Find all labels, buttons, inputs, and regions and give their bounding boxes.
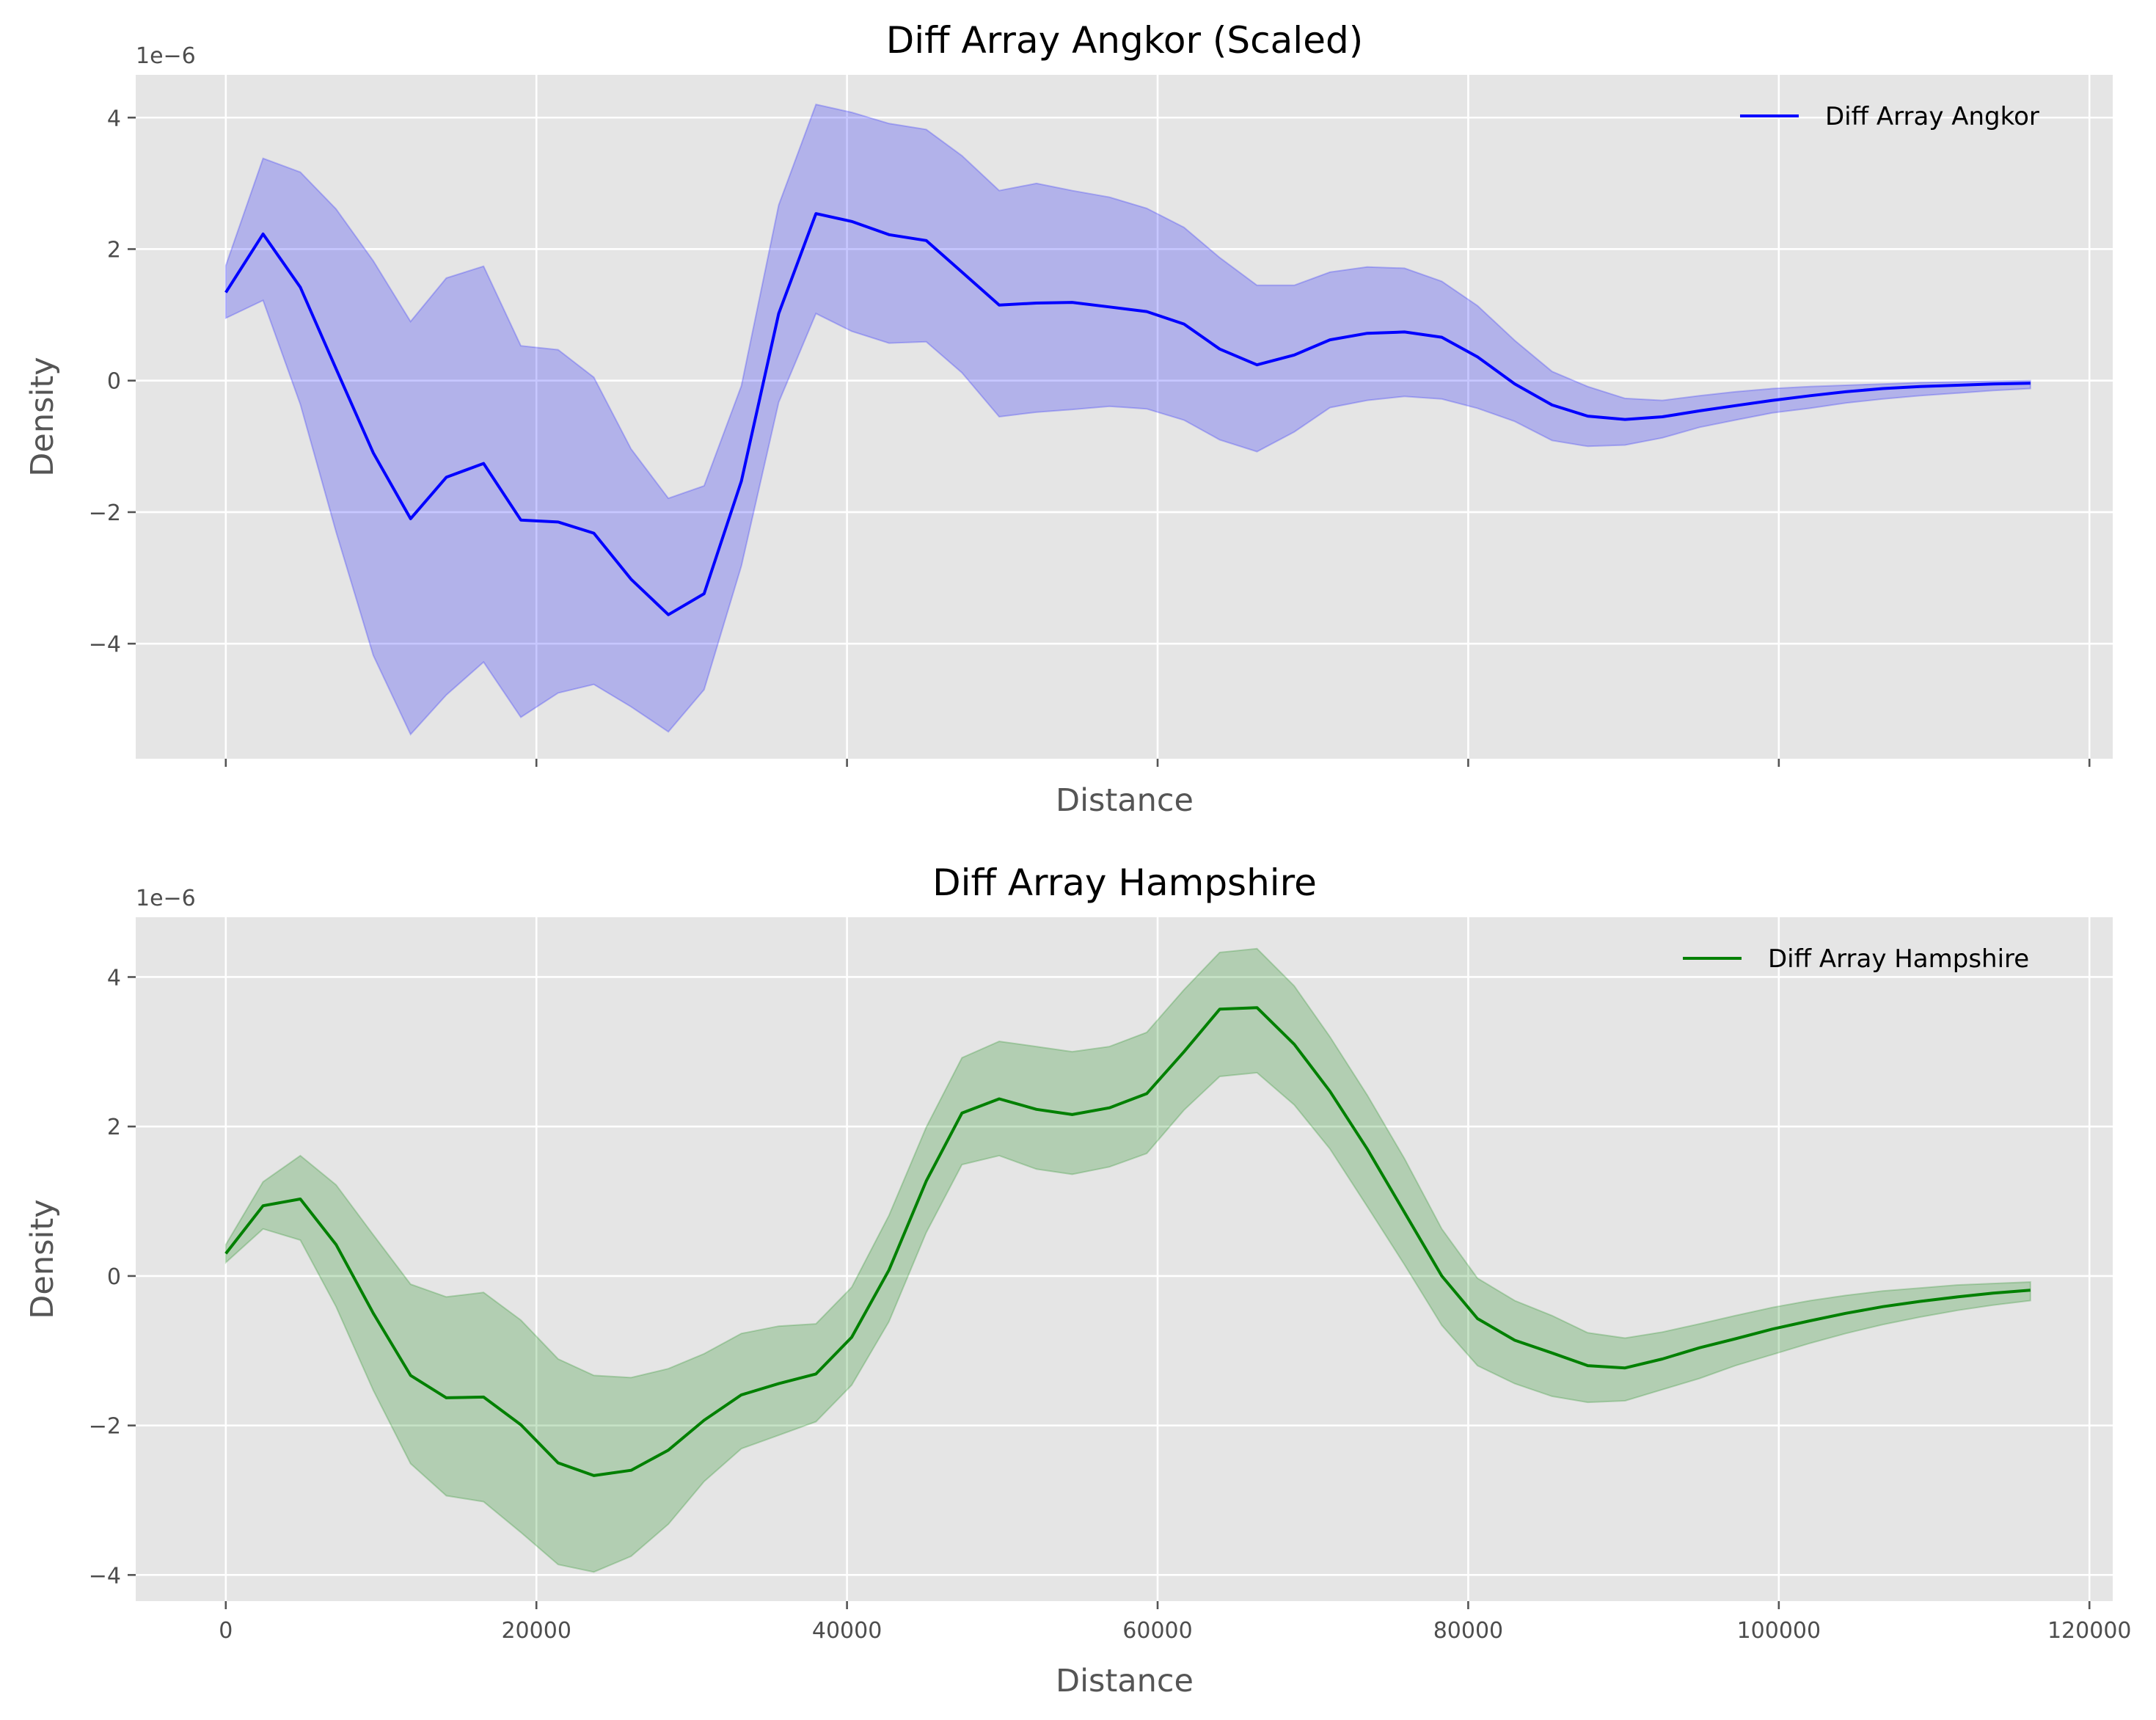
hampshire-x-tick-label: 80000 [1433,1618,1503,1644]
angkor-y-tick-label: −2 [89,500,121,526]
hampshire-x-tick-label: 60000 [1122,1618,1192,1644]
angkor-y-tick-label: 0 [107,369,121,395]
hampshire-x-tick-label: 120000 [2047,1618,2132,1644]
hampshire-y-offset: 1e−6 [136,886,196,911]
hampshire-xlabel: Distance [1056,1663,1194,1699]
hampshire-line-layer [224,1006,2031,1477]
hampshire-x-tick-label: 40000 [812,1618,882,1644]
hampshire-x-tick-label: 100000 [1737,1618,1821,1644]
hampshire-legend: Diff Array Hampshire [1683,944,2029,974]
hampshire-plot-area [136,917,2113,1601]
hampshire-x-tick-label: 0 [219,1618,233,1644]
hampshire-confidence-band [224,947,2031,1573]
hampshire-x-ticks: 0 20000 40000 60000 80000 100000 120000 [219,1601,2132,1644]
angkor-y-tick-label: −4 [89,632,121,657]
hampshire-y-tick-label: −2 [89,1414,121,1440]
hampshire-grid-x [224,917,2091,1601]
hampshire-y-tick-label: 2 [107,1115,121,1140]
angkor-grid-y [136,116,2113,645]
angkor-series-line [224,212,2031,616]
hampshire-y-ticks: −4 −2 0 2 4 [89,965,136,1589]
hampshire-subplot: 0 20000 40000 60000 80000 100000 120000 −4 −2 0 2… [24,861,2132,1699]
angkor-line-layer [224,212,2031,616]
hampshire-title: Diff Array Hampshire [932,861,1317,904]
angkor-y-ticks: −4 −2 0 2 4 [89,106,136,657]
angkor-x-ticks [224,759,2091,767]
hampshire-legend-label: Diff Array Hampshire [1768,944,2029,974]
angkor-y-offset: 1e−6 [136,43,196,69]
angkor-confidence-band [224,103,2031,736]
hampshire-y-tick-label: 0 [107,1264,121,1290]
hampshire-band-layer [224,947,2031,1573]
angkor-legend-label: Diff Array Angkor [1825,102,2039,131]
angkor-band-layer [224,103,2031,736]
hampshire-series-line [224,1006,2031,1477]
angkor-grid-x [224,75,2091,759]
angkor-y-tick-label: 2 [107,237,121,263]
hampshire-y-tick-label: −4 [89,1563,121,1589]
angkor-ylabel: Density [24,357,61,476]
hampshire-y-tick-label: 4 [107,965,121,991]
angkor-title: Diff Array Angkor (Scaled) [886,19,1363,62]
hampshire-grid-y [136,976,2113,1576]
angkor-xlabel: Distance [1056,782,1194,819]
angkor-y-tick-label: 4 [107,106,121,131]
hampshire-ylabel: Density [24,1199,61,1319]
angkor-plot-area [136,75,2113,759]
hampshire-x-tick-label: 20000 [501,1618,571,1644]
angkor-legend: Diff Array Angkor [1740,102,2039,131]
